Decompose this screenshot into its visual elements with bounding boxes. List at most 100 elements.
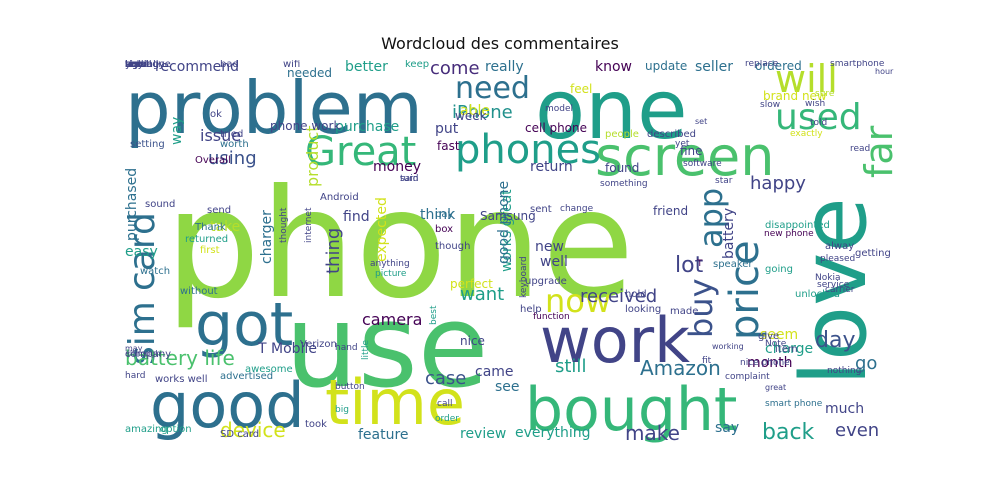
word-thing: thing xyxy=(323,227,344,274)
word-return: return xyxy=(530,159,573,175)
word-works-well: works well xyxy=(155,374,208,385)
word-bought: bought xyxy=(525,375,738,445)
word-company: company xyxy=(125,349,172,360)
word-using: using xyxy=(208,148,257,169)
word-overall: Overall xyxy=(195,155,231,166)
word-t-mobile: T Mobile xyxy=(258,341,317,357)
word-set: set xyxy=(695,117,708,126)
word-purchased: purchased xyxy=(125,167,140,241)
word-wifi: wifi xyxy=(283,60,301,70)
word-brand-new: brand new xyxy=(763,89,827,103)
word-getting: getting xyxy=(855,248,891,259)
word-screen: screen xyxy=(595,125,775,188)
word-battery: battery xyxy=(721,207,737,259)
word-issue: issue xyxy=(200,126,242,145)
word-much: much xyxy=(825,401,865,417)
word-great: great xyxy=(765,383,787,392)
word-picture: picture xyxy=(375,269,407,279)
word-easy: easy xyxy=(125,244,158,260)
word-wish: wish xyxy=(805,99,826,109)
word-turn: turn xyxy=(400,174,419,184)
word-keyboard: keyboard xyxy=(519,256,529,299)
word-phone-work: phone work xyxy=(270,119,341,133)
word-device: device xyxy=(220,418,286,442)
word-worth: worth xyxy=(220,139,249,150)
word-come: come xyxy=(430,60,480,79)
word-week: week xyxy=(455,109,487,123)
word-replace: replace xyxy=(745,60,779,69)
word-nice-phone: nice phone xyxy=(740,358,790,368)
word-came: came xyxy=(475,364,514,380)
word-going: going xyxy=(765,264,793,275)
word-although: although xyxy=(125,349,161,358)
word-need: need xyxy=(455,71,530,106)
word-star: star xyxy=(715,176,733,186)
word-expected: expected xyxy=(374,197,390,263)
word-help: help xyxy=(520,304,542,315)
word-nothing: nothing xyxy=(827,366,862,376)
word-working: working xyxy=(712,342,744,351)
word-carrier: carrier xyxy=(825,285,855,295)
word-charger: charger xyxy=(259,209,275,264)
word-actually: actually xyxy=(125,60,165,70)
word-time: time xyxy=(325,366,466,439)
word-good: good xyxy=(150,369,305,442)
wordcloud: phone use problem one love bought work good time… xyxy=(125,60,900,446)
chart-title: Wordcloud des commentaires xyxy=(381,34,619,53)
word-hard: hard xyxy=(125,371,146,381)
word-first: first xyxy=(200,245,220,256)
word-unlocked: unlocked xyxy=(795,289,841,300)
word-amazing: amazing xyxy=(125,424,168,435)
word-everything: everything xyxy=(515,425,591,441)
word-order: order xyxy=(435,414,459,424)
word-still: still xyxy=(555,356,587,377)
word-well: well xyxy=(540,254,568,270)
word-took: took xyxy=(305,419,327,430)
word-phone: phone xyxy=(165,158,635,332)
word-without: without xyxy=(180,286,218,297)
word-update: update xyxy=(645,60,688,73)
word-keep: keep xyxy=(405,60,430,70)
word-fit: fit xyxy=(702,356,712,366)
word-speaker: speaker xyxy=(713,259,753,270)
word-exactly: exactly xyxy=(790,129,823,139)
word-less: less xyxy=(125,60,145,70)
word-yet: yet xyxy=(675,139,690,149)
word-small: small xyxy=(125,60,152,70)
word-looking: looking xyxy=(625,304,662,315)
word-sent: sent xyxy=(530,204,552,215)
word-got: got xyxy=(195,290,294,360)
word-change: change xyxy=(560,204,594,214)
word-nice: nice xyxy=(460,334,485,348)
word-verizon: Verizon xyxy=(300,339,337,350)
word-work: work xyxy=(540,304,691,377)
word-box: box xyxy=(435,224,454,235)
word-described: described xyxy=(647,129,696,140)
word-received: received xyxy=(580,286,658,307)
word-day: day xyxy=(815,328,856,353)
word-upgrade: upgrade xyxy=(525,276,567,287)
word-needed: needed xyxy=(287,66,332,80)
word-ordered: ordered xyxy=(755,60,802,73)
word-software: software xyxy=(683,159,722,169)
word-alway: alway xyxy=(825,241,855,252)
word-watch: watch xyxy=(140,266,171,277)
word-recommend: recommend xyxy=(155,60,239,75)
word-made: made xyxy=(670,306,699,317)
word-smart-phone: smart phone xyxy=(765,399,823,409)
word-send: send xyxy=(207,205,232,216)
word-perfect: perfect xyxy=(450,277,493,291)
word-fine: fine xyxy=(680,144,703,158)
word-money: money xyxy=(373,159,421,175)
word-put: put xyxy=(435,121,459,137)
word-slow: slow xyxy=(760,100,781,110)
word-android: Android xyxy=(320,192,359,203)
word-lot: lot xyxy=(675,253,704,278)
word-little: little xyxy=(361,340,371,361)
word-iphone: iPhone xyxy=(452,102,513,123)
word-able: able xyxy=(460,103,490,119)
word-seller: seller xyxy=(695,60,734,75)
word-want: want xyxy=(460,284,505,305)
word-ok: ok xyxy=(210,109,222,120)
word-samsung: Samsung xyxy=(480,209,536,223)
